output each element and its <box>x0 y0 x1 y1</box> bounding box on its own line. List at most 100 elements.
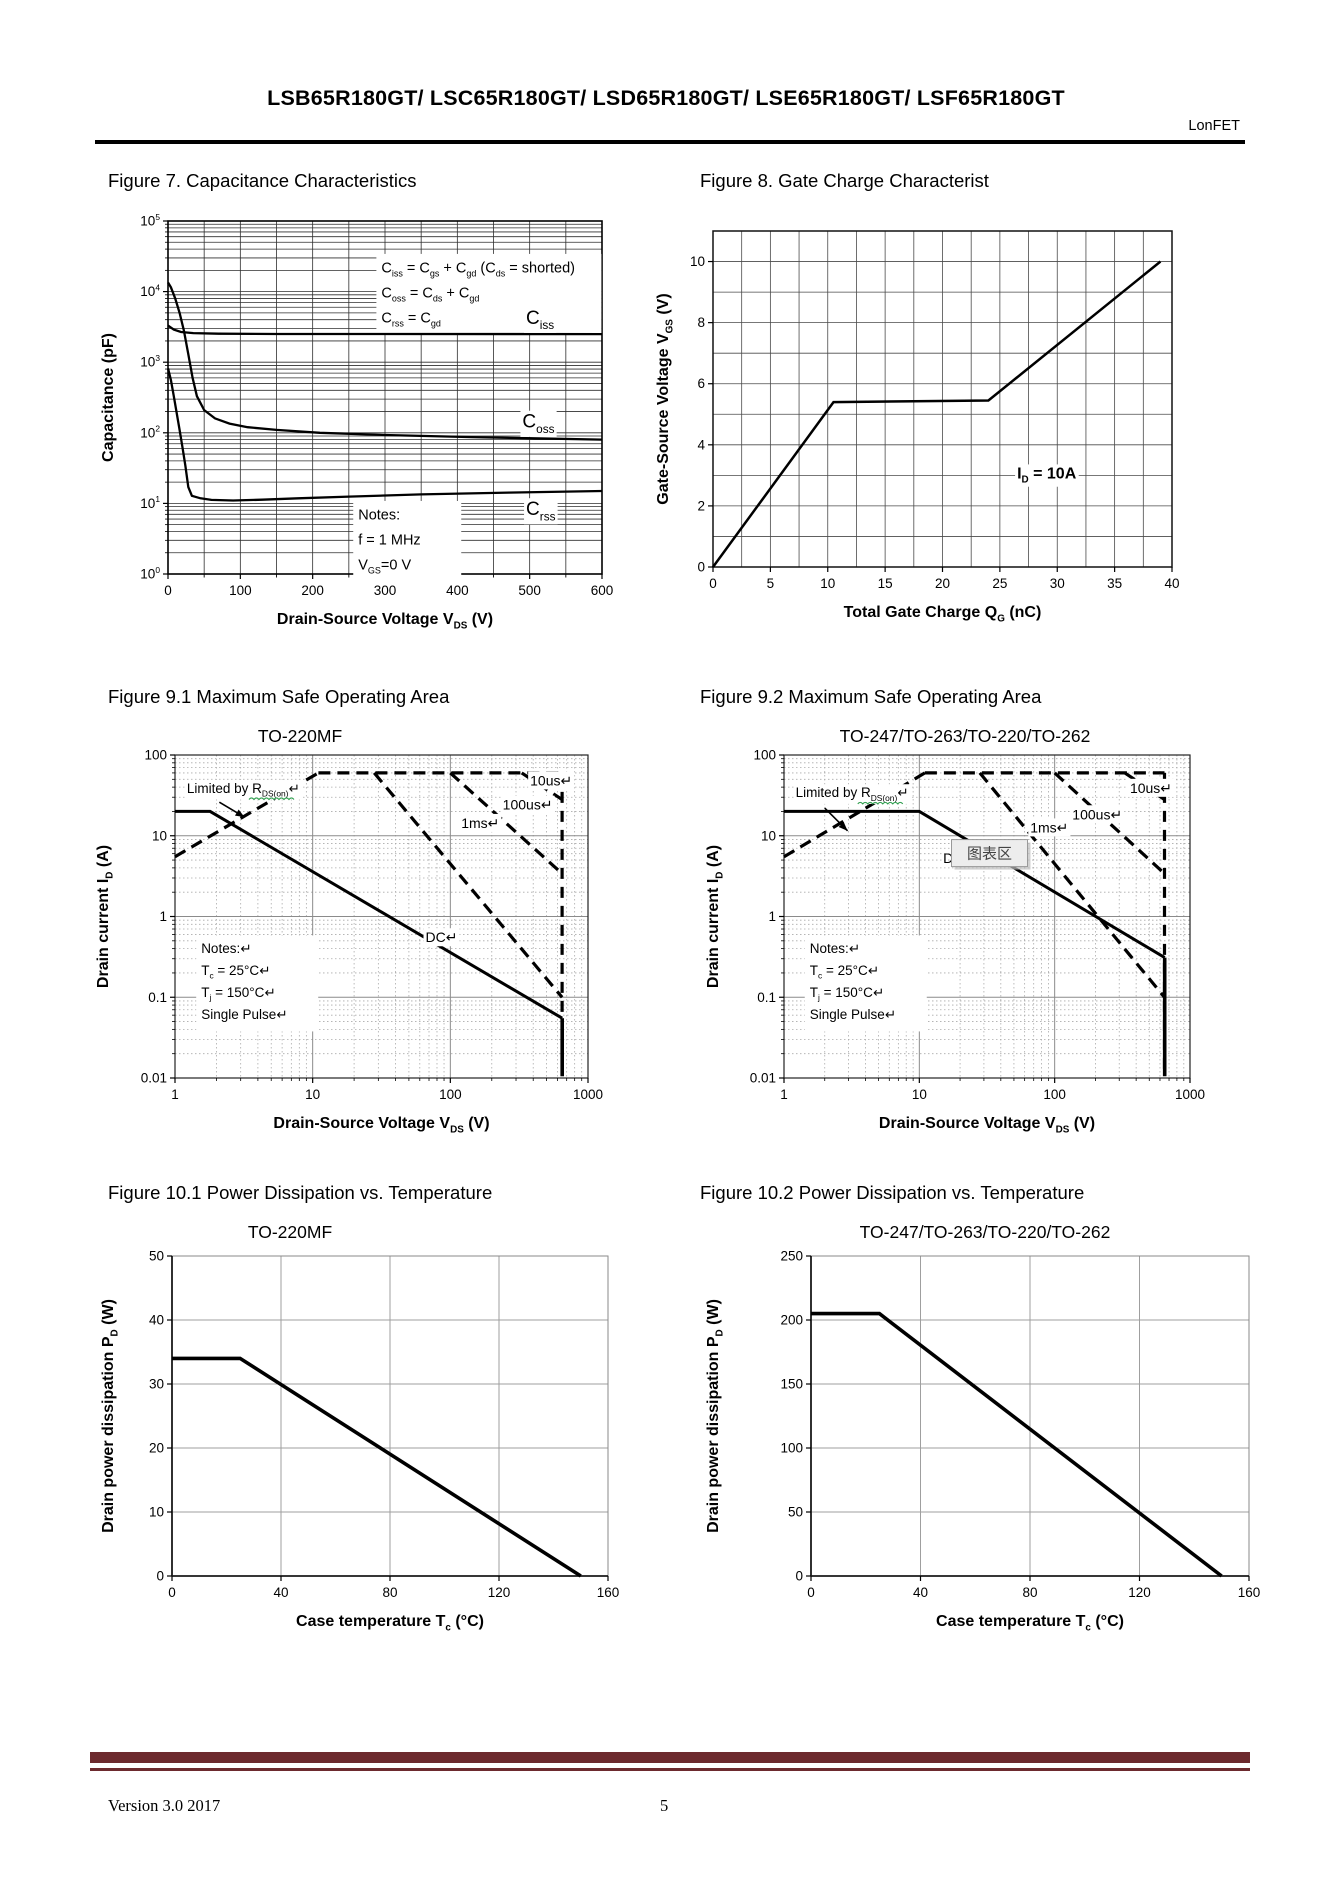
footer-page-number: 5 <box>660 1796 669 1815</box>
svg-text:50: 50 <box>788 1505 803 1520</box>
series-Crss <box>166 368 603 502</box>
svg-text:Limited by RDS(on)↵: Limited by RDS(on)↵ <box>187 781 300 799</box>
svg-text:30: 30 <box>1050 576 1065 591</box>
figure-9-1-caption: Figure 9.1 Maximum Safe Operating Area <box>108 686 450 707</box>
series-PD-vs-Tc <box>172 1356 582 1578</box>
svg-text:100: 100 <box>753 748 776 763</box>
page-title: LSB65R180GT/ LSC65R180GT/ LSD65R180GT/ L… <box>267 86 1065 110</box>
svg-text:100: 100 <box>229 583 252 598</box>
svg-text:100: 100 <box>1043 1087 1066 1102</box>
svg-text:Drain current ID (A): Drain current ID (A) <box>95 845 115 988</box>
excel-tooltip <box>951 839 1029 868</box>
svg-text:10us↵: 10us↵ <box>1130 780 1172 796</box>
svg-text:Drain current ID (A): Drain current ID (A) <box>705 845 725 988</box>
chart-fig9-1: 1 10 100 1000 0.01 0.1 1 10 100 Drain-Source Volt… <box>95 748 603 1136</box>
svg-text:Tc = 25°C↵: Tc = 25°C↵ <box>810 963 879 981</box>
svg-text:105: 105 <box>140 212 160 229</box>
figure-10-1-subtitle: TO-220MF <box>247 1222 333 1242</box>
svg-text:0: 0 <box>164 583 172 598</box>
svg-text:50: 50 <box>149 1249 164 1264</box>
series-100us <box>1053 771 1166 875</box>
svg-text:Total Gate Charge QG (nC): Total Gate Charge QG (nC) <box>844 604 1042 624</box>
svg-text:80: 80 <box>1022 1585 1037 1600</box>
svg-text:Drain-Source Voltage VDS (V): Drain-Source Voltage VDS (V) <box>879 1115 1095 1135</box>
chart-fig9-2: 1 10 100 1000 0.01 0.1 1 10 100 Drain-Source Volt… <box>705 748 1205 1136</box>
svg-text:600: 600 <box>591 583 614 598</box>
svg-text:Gate-Source Voltage VGS (V): Gate-Source Voltage VGS (V) <box>655 293 675 504</box>
svg-text:0.1: 0.1 <box>757 990 776 1005</box>
svg-text:250: 250 <box>780 1249 803 1264</box>
series-gate-charge <box>711 260 1162 568</box>
svg-text:160: 160 <box>1238 1585 1261 1600</box>
svg-text:1: 1 <box>780 1087 788 1102</box>
series-Coss <box>167 281 603 441</box>
series-Ciss <box>167 324 603 336</box>
svg-text:1000: 1000 <box>1175 1087 1205 1102</box>
svg-text:103: 103 <box>140 353 160 370</box>
svg-text:0: 0 <box>709 576 717 591</box>
svg-text:100: 100 <box>780 1441 803 1456</box>
header-rule <box>95 140 1245 144</box>
svg-text:5: 5 <box>767 576 775 591</box>
footer-bar-thin <box>90 1768 1250 1771</box>
svg-text:10: 10 <box>305 1087 320 1102</box>
svg-text:500: 500 <box>518 583 541 598</box>
svg-text:104: 104 <box>140 282 160 299</box>
svg-text:Coss: Coss <box>522 412 554 436</box>
svg-text:20: 20 <box>935 576 950 591</box>
svg-text:102: 102 <box>140 424 160 441</box>
svg-text:200: 200 <box>301 583 324 598</box>
svg-text:10: 10 <box>149 1505 164 1520</box>
svg-text:Ciss: Ciss <box>526 308 554 332</box>
svg-text:Limited by RDS(on)↵: Limited by RDS(on)↵ <box>796 785 909 803</box>
svg-text:120: 120 <box>1128 1585 1151 1600</box>
svg-text:0: 0 <box>795 1569 803 1584</box>
svg-text:DC↵: DC↵ <box>425 929 457 945</box>
svg-text:25: 25 <box>992 576 1007 591</box>
svg-text:10: 10 <box>820 576 835 591</box>
svg-text:Tc = 25°C↵: Tc = 25°C↵ <box>201 963 270 981</box>
svg-text:160: 160 <box>597 1585 620 1600</box>
series-1ms <box>372 771 564 999</box>
svg-text:Tj = 150°C↵: Tj = 150°C↵ <box>810 985 885 1003</box>
svg-text:20: 20 <box>149 1441 164 1456</box>
series-100us <box>449 771 564 875</box>
svg-text:Notes:↵: Notes:↵ <box>201 941 251 956</box>
footer-version: Version 3.0 2017 <box>108 1796 221 1815</box>
svg-text:40: 40 <box>149 1313 164 1328</box>
svg-text:40: 40 <box>273 1585 288 1600</box>
svg-text:VGS=0 V: VGS=0 V <box>358 557 411 575</box>
svg-text:101: 101 <box>140 494 160 511</box>
series-1ms <box>978 771 1166 999</box>
svg-text:Crss = Cgd: Crss = Cgd <box>381 310 441 328</box>
svg-text:f = 1 MHz: f = 1 MHz <box>358 532 420 548</box>
svg-text:0: 0 <box>807 1585 815 1600</box>
svg-text:Case temperature Tc (°C): Case temperature Tc (°C) <box>296 1613 484 1633</box>
svg-text:Crss: Crss <box>526 499 556 523</box>
figure-10-1-caption: Figure 10.1 Power Dissipation vs. Temper… <box>108 1182 493 1203</box>
chart-fig8: 0 5 10 15 20 25 30 35 40 0 2 4 6 8 10 Total Gate Charge… <box>655 230 1180 624</box>
figure-9-1-subtitle: TO-220MF <box>257 726 343 746</box>
figure-9-2-subtitle: TO-247/TO-263/TO-220/TO-262 <box>839 726 1091 746</box>
svg-text:Case temperature Tc (°C): Case temperature Tc (°C) <box>936 1613 1124 1633</box>
svg-text:10: 10 <box>152 828 167 843</box>
svg-text:400: 400 <box>446 583 469 598</box>
svg-text:100us↵: 100us↵ <box>503 797 553 813</box>
svg-text:Coss = Cds + Cgd: Coss = Cds + Cgd <box>381 285 479 303</box>
svg-text:15: 15 <box>878 576 893 591</box>
svg-text:100: 100 <box>144 748 167 763</box>
svg-text:1ms↵: 1ms↵ <box>461 815 499 831</box>
svg-text:Capacitance (pF): Capacitance (pF) <box>100 333 117 462</box>
svg-text:1000: 1000 <box>573 1087 603 1102</box>
figure-10-2-caption: Figure 10.2 Power Dissipation vs. Temper… <box>700 1182 1085 1203</box>
svg-text:图表区: 图表区 <box>967 846 1012 863</box>
svg-text:0.01: 0.01 <box>750 1071 776 1086</box>
svg-text:Notes:: Notes: <box>358 507 400 523</box>
series-DC <box>175 809 563 1020</box>
svg-text:300: 300 <box>374 583 397 598</box>
svg-text:Notes:↵: Notes:↵ <box>810 941 860 956</box>
svg-text:Drain power dissipation PD (W): Drain power dissipation PD (W) <box>100 1299 120 1533</box>
svg-text:10: 10 <box>912 1087 927 1102</box>
svg-text:100: 100 <box>140 565 160 582</box>
